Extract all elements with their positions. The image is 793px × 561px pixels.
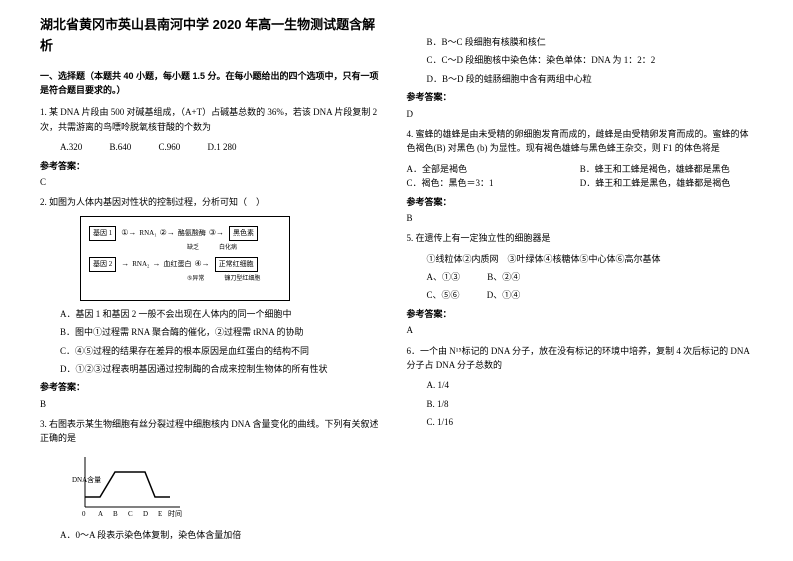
q4-opt-b: B．蜂王和工蜂是褐色，雄蜂都是黑色 [580, 162, 753, 176]
svg-text:0: 0 [82, 510, 86, 518]
diag-note4: 镰刀型红细胞 [224, 275, 260, 285]
q1-answer: C [40, 175, 387, 189]
exam-title: 湖北省黄冈市英山县南河中学 2020 年高一生物测试题含解析 [40, 15, 387, 57]
svg-text:A: A [98, 510, 103, 518]
q5-items: ①线粒体②内质网 ③叶绿体④核糖体⑤中心体⑥高尔基体 [427, 252, 754, 266]
q2-opt-c: C．④⑤过程的结果存在差异的根本原因是血红蛋白的结构不同 [60, 344, 387, 358]
svg-text:B: B [113, 510, 118, 518]
q1-opt-a: A.320 [60, 142, 82, 152]
answer-label: 参考答案： [407, 195, 754, 209]
diag-note3: 异常 [192, 275, 204, 285]
q6-opt-a: A. 1/4 [427, 378, 754, 392]
diag-enz2: 血红蛋白 [163, 259, 191, 270]
arrow-icon: → [152, 258, 160, 271]
diag-note1: 缺乏 [187, 244, 199, 254]
svg-text:E: E [158, 510, 162, 518]
answer-label: 参考答案： [40, 380, 387, 394]
q3-chart: DNA含量 0 A B C D E 时间 [70, 452, 190, 522]
q2-opt-a: A．基因 1 和基因 2 一般不会出现在人体内的同一个细胞中 [60, 307, 387, 321]
q5-opt-d: D、①④ [487, 290, 521, 300]
q4-answer: B [407, 211, 754, 225]
answer-label: 参考答案： [407, 90, 754, 104]
arrow-icon: ③→ [209, 227, 224, 240]
svg-text:C: C [128, 510, 133, 518]
q2-answer: B [40, 397, 387, 411]
q4-opt-a: A．全部是褐色 [407, 162, 580, 176]
question-3: 3. 右图表示某生物细胞有丝分裂过程中细胞核内 DNA 含量变化的曲线。下列有关… [40, 417, 387, 446]
q5-opts-row2: C、⑤⑥ D、①④ [427, 288, 754, 302]
diag-prod2: 正常红细胞 [215, 257, 258, 272]
svg-text:时间: 时间 [168, 509, 182, 518]
q1-opt-d: D.1 280 [208, 142, 237, 152]
question-1: 1. 某 DNA 片段由 500 对碱基组成，（A+T）占碱基总数的 36%，若… [40, 105, 387, 134]
q5-opts-row1: A、①③ B、②④ [427, 270, 754, 284]
q1-options: A.320 B.640 C.960 D.1 280 [60, 140, 387, 154]
svg-text:D: D [143, 510, 148, 518]
q4-opt-c: C．褐色：黑色＝3：1 [407, 176, 580, 190]
diag-enz1: 酪氨酸酶 [178, 228, 206, 239]
arrow-icon: ④→ [194, 258, 209, 271]
q5-opt-a: A、①③ [427, 272, 461, 282]
section-heading: 一、选择题（本题共 40 小题，每小题 1.5 分。在每小题给出的四个选项中，只… [40, 69, 387, 98]
question-5: 5. 在遗传上有一定独立性的细胞器是 [407, 231, 754, 245]
diag-note2: 白化病 [219, 244, 237, 254]
q6-opt-b: B. 1/8 [427, 397, 754, 411]
answer-label: 参考答案： [407, 307, 754, 321]
q2-opt-d: D．①②③过程表明基因通过控制酶的合成来控制生物体的所有性状 [60, 362, 387, 376]
question-4: 4. 蜜蜂的雄蜂是由未受精的卵细胞发育而成的，雌蜂是由受精卵发育而成的。蜜蜂的体… [407, 127, 754, 156]
arrow-icon: ①→ [121, 227, 136, 240]
q3-opt-c: C．C～D 段细胞核中染色体：染色单体：DNA 为 1：2：2 [427, 53, 754, 67]
q5-opt-c: C、⑤⑥ [427, 290, 460, 300]
q6-opt-c: C. 1/16 [427, 415, 754, 429]
q3-opt-d: D．B～D 段的蛙肠细胞中含有两组中心粒 [427, 72, 754, 86]
q5-opt-b: B、②④ [487, 272, 520, 282]
q3-opt-b: B．B～C 段细胞有核膜和核仁 [427, 35, 754, 49]
diag-prod1: 黑色素 [229, 226, 258, 241]
q4-opt-d: D．蜂王和工蜂是黑色，雄蜂都是褐色 [580, 176, 753, 190]
q1-opt-b: B.640 [110, 142, 132, 152]
question-6: 6．一个由 N¹⁵标记的 DNA 分子，放在没有标记的环境中培养，复制 4 次后… [407, 344, 754, 373]
chart-ylabel: DNA含量 [72, 475, 101, 484]
q2-diagram: 基因 1 ①→ RNA₁ ②→ 酪氨酸酶 ③→ 黑色素 缺乏 白化病 基因 2 … [80, 216, 290, 301]
q5-answer: A [407, 323, 754, 337]
diag-gene1: 基因 1 [89, 226, 116, 241]
q1-opt-c: C.960 [159, 142, 181, 152]
q2-opt-b: B．图中①过程需 RNA 聚合酶的催化，②过程需 tRNA 的协助 [60, 325, 387, 339]
arrow-icon: ②→ [160, 227, 175, 240]
q3-answer: D [407, 107, 754, 121]
answer-label: 参考答案： [40, 159, 387, 173]
diag-rna1: RNA₁ [139, 228, 156, 239]
q3-opt-a: A．0～A 段表示染色体复制，染色体含量加倍 [60, 528, 387, 542]
dna-chart-svg: DNA含量 0 A B C D E 时间 [70, 452, 190, 522]
question-2: 2. 如图为人体内基因对性状的控制过程，分析可知（ ） [40, 195, 387, 209]
diag-gene2: 基因 2 [89, 257, 116, 272]
arrow-icon: → [121, 258, 129, 271]
diag-rna2: RNA₂ [132, 259, 149, 270]
